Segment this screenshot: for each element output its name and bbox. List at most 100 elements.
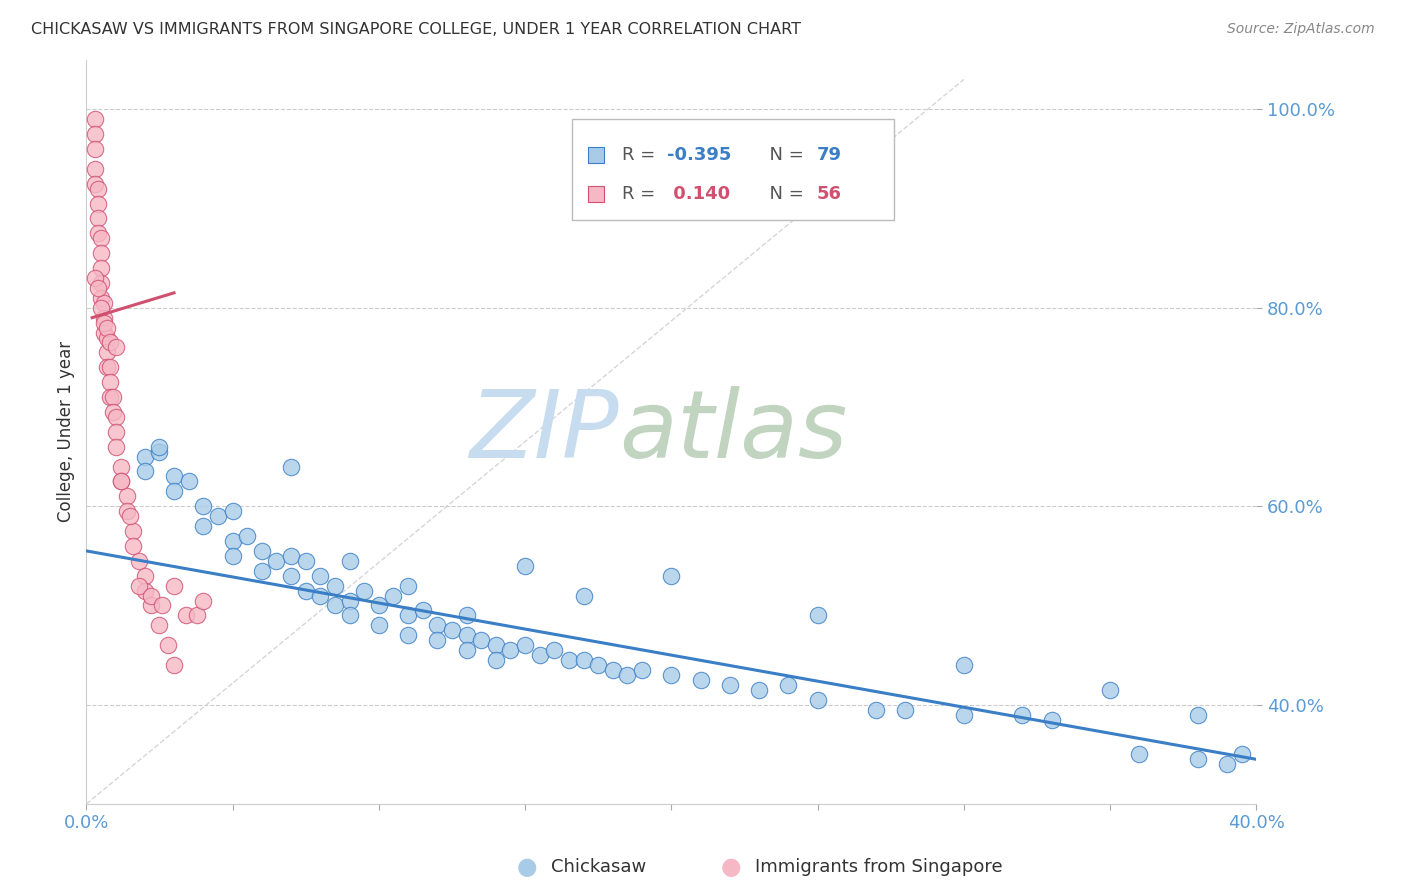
- Point: [865, 703, 887, 717]
- Text: 79: 79: [817, 146, 841, 164]
- Point: [718, 678, 741, 692]
- Point: [139, 599, 162, 613]
- Point: [1216, 757, 1239, 772]
- Point: [1040, 713, 1063, 727]
- Point: [84, 142, 107, 156]
- Point: [953, 658, 976, 673]
- Point: [128, 579, 150, 593]
- Point: [382, 589, 405, 603]
- Point: [193, 500, 215, 514]
- Point: [543, 643, 565, 657]
- Point: [396, 608, 419, 623]
- Text: R =: R =: [623, 185, 661, 202]
- Point: [134, 568, 156, 582]
- Point: [87, 181, 110, 195]
- Point: [323, 579, 346, 593]
- Point: [110, 475, 132, 489]
- Text: Source: ZipAtlas.com: Source: ZipAtlas.com: [1227, 22, 1375, 37]
- Point: [115, 504, 138, 518]
- Point: [90, 260, 112, 275]
- Point: [806, 608, 828, 623]
- Point: [139, 589, 162, 603]
- Point: [93, 295, 115, 310]
- Point: [894, 703, 917, 717]
- Point: [120, 509, 142, 524]
- Point: [163, 579, 186, 593]
- Text: Immigrants from Singapore: Immigrants from Singapore: [755, 858, 1002, 876]
- Point: [513, 558, 536, 573]
- Text: -0.395: -0.395: [666, 146, 731, 164]
- Point: [1011, 707, 1033, 722]
- Point: [163, 469, 186, 483]
- Point: [221, 533, 243, 548]
- Point: [110, 475, 132, 489]
- Point: [689, 673, 711, 687]
- Point: [1187, 707, 1209, 722]
- Text: atlas: atlas: [619, 386, 846, 477]
- Text: 0.140: 0.140: [666, 185, 730, 202]
- Point: [104, 440, 127, 454]
- Point: [163, 658, 186, 673]
- Point: [294, 583, 316, 598]
- Point: [93, 310, 115, 325]
- Point: [193, 593, 215, 607]
- Point: [499, 643, 522, 657]
- Point: [84, 271, 107, 285]
- Point: [104, 425, 127, 439]
- Point: [84, 127, 107, 141]
- Y-axis label: College, Under 1 year: College, Under 1 year: [58, 342, 75, 523]
- Point: [122, 539, 145, 553]
- Point: [806, 692, 828, 706]
- Point: [115, 489, 138, 503]
- Point: [456, 628, 478, 642]
- Point: [84, 177, 107, 191]
- Point: [323, 599, 346, 613]
- Point: [87, 227, 110, 241]
- Point: [101, 390, 124, 404]
- Point: [98, 390, 121, 404]
- Point: [87, 196, 110, 211]
- Point: [1187, 752, 1209, 766]
- Point: [84, 161, 107, 176]
- Point: [87, 281, 110, 295]
- Point: [104, 340, 127, 354]
- Point: [93, 326, 115, 340]
- Point: [98, 375, 121, 389]
- Point: [294, 554, 316, 568]
- Point: [157, 638, 180, 652]
- Point: [96, 320, 118, 334]
- Point: [207, 509, 229, 524]
- Point: [309, 568, 332, 582]
- Point: [90, 276, 112, 290]
- Point: [101, 405, 124, 419]
- Point: [280, 568, 302, 582]
- Text: ●: ●: [721, 855, 741, 879]
- Point: [90, 246, 112, 260]
- Point: [93, 316, 115, 330]
- Point: [163, 484, 186, 499]
- Point: [98, 335, 121, 350]
- Point: [367, 618, 389, 632]
- Point: [367, 599, 389, 613]
- Point: [631, 663, 654, 677]
- Point: [221, 504, 243, 518]
- Point: [96, 345, 118, 359]
- Point: [90, 291, 112, 305]
- Point: [96, 330, 118, 344]
- Point: [250, 564, 273, 578]
- Point: [529, 648, 551, 662]
- Point: [396, 579, 419, 593]
- Point: [616, 668, 638, 682]
- Text: ●: ●: [517, 855, 537, 879]
- Point: [148, 618, 170, 632]
- Point: [456, 608, 478, 623]
- Text: Chickasaw: Chickasaw: [551, 858, 647, 876]
- Point: [250, 544, 273, 558]
- Point: [953, 707, 976, 722]
- Point: [193, 519, 215, 533]
- Point: [1230, 886, 1253, 892]
- Point: [572, 653, 595, 667]
- Point: [186, 608, 208, 623]
- Point: [778, 678, 800, 692]
- Point: [456, 643, 478, 657]
